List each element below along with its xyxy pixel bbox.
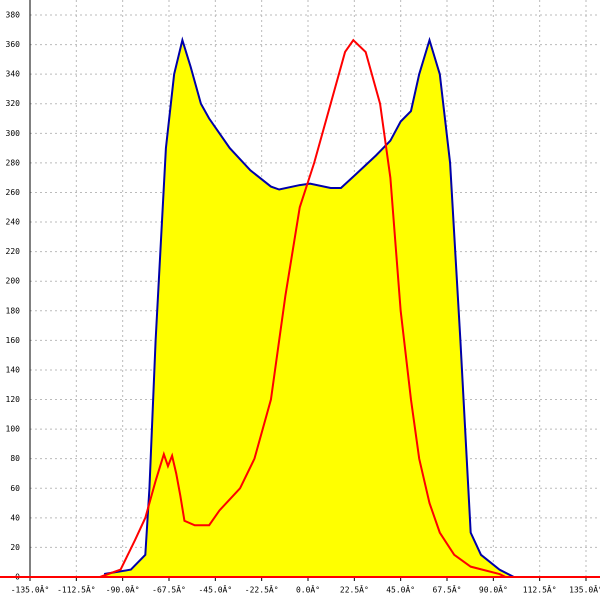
x-tick-label: 67.5Â° <box>433 584 462 595</box>
y-tick-label: 360 <box>6 40 21 49</box>
line <box>99 38 507 578</box>
y-tick-label: 100 <box>6 425 21 434</box>
x-tick-label: 0.0Â° <box>296 584 320 595</box>
x-tick-label: -112.5Â° <box>57 584 96 595</box>
x-tick-label: -22.5Â° <box>245 584 279 595</box>
y-tick-label: 180 <box>6 306 21 315</box>
y-tick-label: 340 <box>6 70 21 79</box>
x-tick-label: -135.0Â° <box>11 584 50 595</box>
y-tick-label: 120 <box>6 395 21 404</box>
x-tick-label: -67.5Â° <box>152 584 186 595</box>
x-tick-label: 90.0Â° <box>479 584 508 595</box>
y-tick-label: 40 <box>10 513 20 522</box>
y-tick-label: 260 <box>6 188 21 197</box>
y-tick-label: 80 <box>10 454 20 463</box>
line <box>103 36 515 578</box>
x-tick-label: 112.5Â° <box>523 584 557 595</box>
y-tick-label: 160 <box>6 336 21 345</box>
y-tick-label: 380 <box>6 11 21 20</box>
x-tick-label: -45.0Â° <box>198 584 232 595</box>
y-tick-label: 20 <box>10 543 20 552</box>
x-tick-label: 45.0Â° <box>386 584 415 595</box>
y-tick-label: 240 <box>6 218 21 227</box>
y-tick-label: 220 <box>6 247 21 256</box>
x-tick-label: -90.0Â° <box>106 584 140 595</box>
y-tick-label: 200 <box>6 277 21 286</box>
y-tick-label: 140 <box>6 365 21 374</box>
y-tick-label: 280 <box>6 158 21 167</box>
x-tick-label: 22.5Â° <box>340 584 369 595</box>
y-tick-label: 320 <box>6 99 21 108</box>
y-tick-label: 60 <box>10 484 20 493</box>
x-tick-label: 135.0Â° <box>569 584 600 595</box>
y-tick-label: 300 <box>6 129 21 138</box>
area-fill <box>104 40 514 578</box>
